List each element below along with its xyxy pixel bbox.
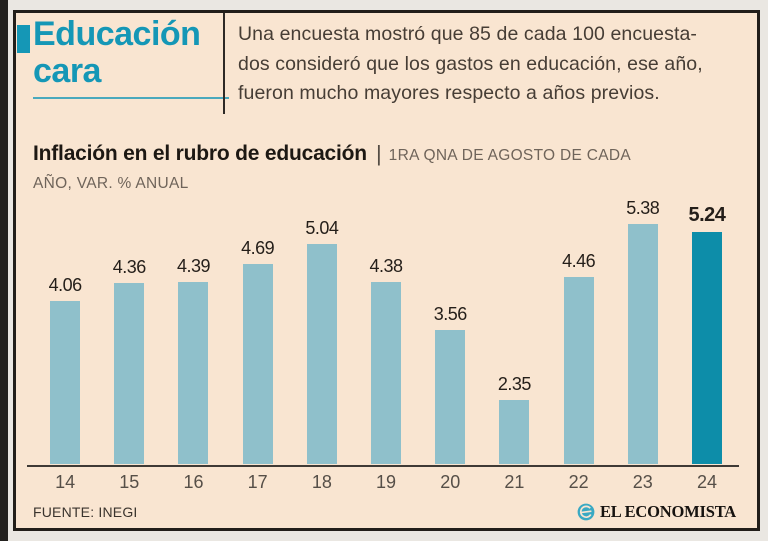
x-axis-labels: 14 15 16 17 18 19 20 21 22 23 24 <box>33 472 739 493</box>
bar-value-label: 4.46 <box>562 251 596 271</box>
x-axis-tick-label: 16 <box>183 472 204 492</box>
bar-slot: 3.56 <box>418 191 482 464</box>
description-line: Una encuesta mostró que 85 de cada 100 e… <box>238 23 698 45</box>
el-economista-icon <box>577 503 595 521</box>
brand-logo: EL ECONOMISTA <box>577 502 736 522</box>
x-axis-tick-label: 15 <box>119 472 140 492</box>
bar <box>563 277 594 464</box>
survey-description: Una encuesta mostró que 85 de cada 100 e… <box>238 20 703 109</box>
bar-highlighted <box>691 232 722 464</box>
x-axis-tick-label: 24 <box>696 472 717 492</box>
bar-value-label: 5.24 <box>688 204 726 226</box>
header-divider <box>223 13 225 114</box>
description-line: dos consideró que los gastos en educació… <box>238 52 703 75</box>
bar-value-label: 4.36 <box>112 257 147 277</box>
bar <box>114 283 145 464</box>
bar <box>627 224 658 464</box>
bar-plot: 4.06 4.36 4.39 4.69 5.04 4.38 3.56 2.35 4.46 5.38… <box>33 191 739 464</box>
x-axis-tick-label: 19 <box>376 472 397 492</box>
source-label: FUENTE: INEGI <box>33 504 138 520</box>
bar <box>499 400 530 464</box>
bar-slot: 5.38 <box>611 191 675 464</box>
brand-name: EL ECONOMISTA <box>600 502 736 521</box>
chart-title: Inflación en el rubro de educación <box>33 142 367 165</box>
bar-slot: 5.24 <box>675 191 739 464</box>
x-axis-tick-label: 23 <box>632 472 653 492</box>
chart-heading: Inflación en el rubro de educación | 1RA Q… <box>33 141 743 193</box>
bar-value-label: 2.35 <box>497 374 532 394</box>
chart-subtitle-line2: AÑO, VAR. % ANUAL <box>33 175 189 192</box>
bar <box>435 330 466 464</box>
title-accent-square <box>17 25 30 53</box>
bar-slot: 4.36 <box>97 191 161 464</box>
x-axis-tick-label: 18 <box>311 472 332 492</box>
page-title-line2: cara <box>33 52 101 90</box>
page-title: Educación cara <box>33 15 201 90</box>
bar-slot: 4.39 <box>161 191 225 464</box>
bar <box>306 244 337 464</box>
heading-pipe-separator: | <box>375 141 382 166</box>
bar-slot: 2.35 <box>482 191 546 464</box>
bar-value-label: 4.39 <box>176 256 211 276</box>
bar <box>178 282 209 464</box>
bar-slot: 5.04 <box>290 191 354 464</box>
bar <box>371 282 402 464</box>
x-axis-tick-label: 21 <box>504 472 525 492</box>
bar <box>50 301 81 464</box>
bar-slot: 4.38 <box>354 191 418 464</box>
x-axis-tick-label: 14 <box>55 472 76 492</box>
description-line: fueron mucho mayores respecto a años pre… <box>238 82 660 104</box>
bar-value-label: 5.38 <box>626 198 660 218</box>
bar-value-label: 4.69 <box>241 238 275 258</box>
infographic-frame: Educación cara Una encuesta mostró que 8… <box>13 10 760 531</box>
page-left-edge <box>0 0 8 541</box>
bar-value-label: 5.04 <box>305 218 339 238</box>
page-title-line1: Educación <box>33 15 201 53</box>
bar-value-label: 4.06 <box>48 275 83 295</box>
bar-value-label: 3.56 <box>433 304 468 324</box>
x-axis-tick-label: 20 <box>440 472 461 492</box>
bar-slot: 4.46 <box>547 191 611 464</box>
bar <box>242 264 273 464</box>
x-axis-tick-label: 17 <box>247 472 268 492</box>
x-axis-line <box>27 465 739 467</box>
chart-subtitle-line1: 1RA QNA DE AGOSTO DE CADA <box>388 147 632 164</box>
bar-slot: 4.69 <box>226 191 290 464</box>
x-axis-tick-label: 22 <box>568 472 589 492</box>
title-underline <box>33 97 229 99</box>
bar-value-label: 4.38 <box>369 256 404 276</box>
bar-slot: 4.06 <box>33 191 97 464</box>
